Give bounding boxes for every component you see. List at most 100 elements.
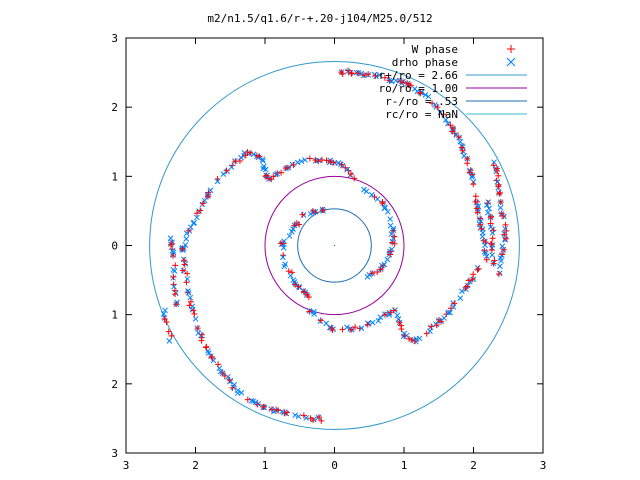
radius-circle (149, 61, 520, 430)
drho-phase-point (250, 398, 257, 405)
w-phase-point (365, 71, 372, 78)
drho-phase-point (361, 186, 367, 193)
legend-label: rc/ro = NaN (385, 108, 458, 121)
w-phase-point (282, 165, 289, 172)
w-phase-point (364, 321, 371, 328)
w-phase-point (327, 159, 334, 166)
w-phase-point (464, 283, 471, 290)
drho-phase-point (281, 263, 288, 270)
drho-phase-point (497, 263, 503, 270)
chart-title: m2/n1.5/q1.6/r-+.20-j104/M25.0/512 (207, 12, 432, 25)
w-phase-point (163, 319, 170, 326)
drho-phase-point (344, 324, 350, 331)
y-tick-label: 2 (111, 101, 118, 114)
drho-phase-point (483, 253, 490, 260)
w-phase-point (464, 160, 471, 167)
drho-phase-point (386, 310, 393, 316)
drho-phase-point (302, 157, 308, 163)
drho-phase-point (416, 335, 423, 342)
drho-phase-point (388, 78, 395, 85)
w-phase-point (351, 175, 358, 182)
w-phase-point (172, 291, 179, 298)
x-tick-label: 2 (192, 459, 199, 472)
w-phase-point (483, 256, 490, 263)
drho-phase-point (166, 337, 173, 344)
drho-phase-point (248, 397, 255, 404)
y-tick-label: 3 (111, 447, 118, 460)
drho-phase-point (307, 211, 314, 217)
drho-phase-point (295, 413, 302, 420)
drho-phase-point (422, 92, 429, 98)
w-phase-point (193, 210, 200, 217)
w-phase-point (352, 324, 359, 331)
w-phase-point (190, 307, 197, 314)
drho-phase-point (171, 283, 177, 290)
w-phase-point (181, 261, 188, 268)
drho-phase-point (260, 157, 266, 164)
w-phase-point (361, 72, 368, 79)
drho-phase-point (502, 236, 509, 243)
w-phase-point (319, 207, 326, 214)
drho-phase-point (185, 290, 192, 296)
w-phase-point (173, 301, 180, 308)
w-phase-point (369, 270, 376, 277)
w-phase-point (295, 283, 302, 290)
w-phase-point (318, 417, 325, 424)
phase-points (160, 67, 510, 424)
drho-phase-point (189, 303, 196, 310)
drho-phase-point (217, 368, 224, 375)
drho-phase-point (199, 201, 206, 208)
drho-phase-point (365, 321, 372, 327)
drho-phase-point (214, 178, 221, 185)
w-phase-point (386, 77, 393, 84)
w-phase-point (400, 79, 407, 86)
drho-phase-point (195, 330, 202, 336)
w-phase-point (168, 332, 175, 339)
w-phase-point (495, 172, 502, 179)
w-phase-point (440, 111, 447, 118)
w-phase-point (488, 246, 495, 253)
legend-label: r-/ro = .53 (385, 95, 458, 108)
w-phase-point (379, 199, 386, 206)
drho-phase-point (286, 233, 293, 239)
drho-phase-point (278, 241, 285, 247)
w-phase-point (412, 338, 419, 345)
w-phase-point (490, 260, 497, 267)
drho-phase-point (234, 387, 241, 394)
drho-phase-point (381, 261, 388, 268)
w-phase-point (266, 175, 273, 182)
w-phase-point (503, 235, 510, 242)
w-phase-point (374, 269, 381, 276)
w-phase-point (488, 241, 495, 248)
drho-phase-point (184, 276, 191, 282)
w-phase-point (484, 200, 491, 207)
w-phase-point (197, 207, 204, 214)
w-phase-point (232, 158, 239, 165)
drho-phase-point (160, 311, 167, 317)
w-phase-point (208, 353, 215, 360)
w-phase-point (354, 70, 361, 77)
radius-circle (264, 175, 405, 316)
drho-phase-point (497, 204, 504, 211)
w-phase-point (187, 298, 194, 305)
drho-phase-point (482, 242, 488, 249)
w-phase-point (161, 315, 168, 322)
w-phase-point (305, 294, 312, 301)
y-tick-label: 1 (111, 309, 118, 322)
x-tick-label: 0 (331, 459, 338, 472)
drho-phase-point (303, 415, 309, 421)
drho-phase-point (369, 319, 376, 326)
w-phase-point (501, 231, 508, 238)
w-phase-point (470, 181, 477, 188)
w-phase-point (165, 328, 172, 335)
w-phase-point (391, 233, 398, 240)
w-phase-point (490, 162, 497, 169)
drho-phase-point (228, 164, 235, 170)
drho-phase-point (489, 230, 496, 236)
w-phase-point (459, 147, 466, 154)
drho-phase-point (464, 282, 471, 289)
drho-phase-point (486, 205, 492, 212)
drho-phase-point (403, 332, 410, 339)
x-tick-label: 3 (123, 459, 130, 472)
